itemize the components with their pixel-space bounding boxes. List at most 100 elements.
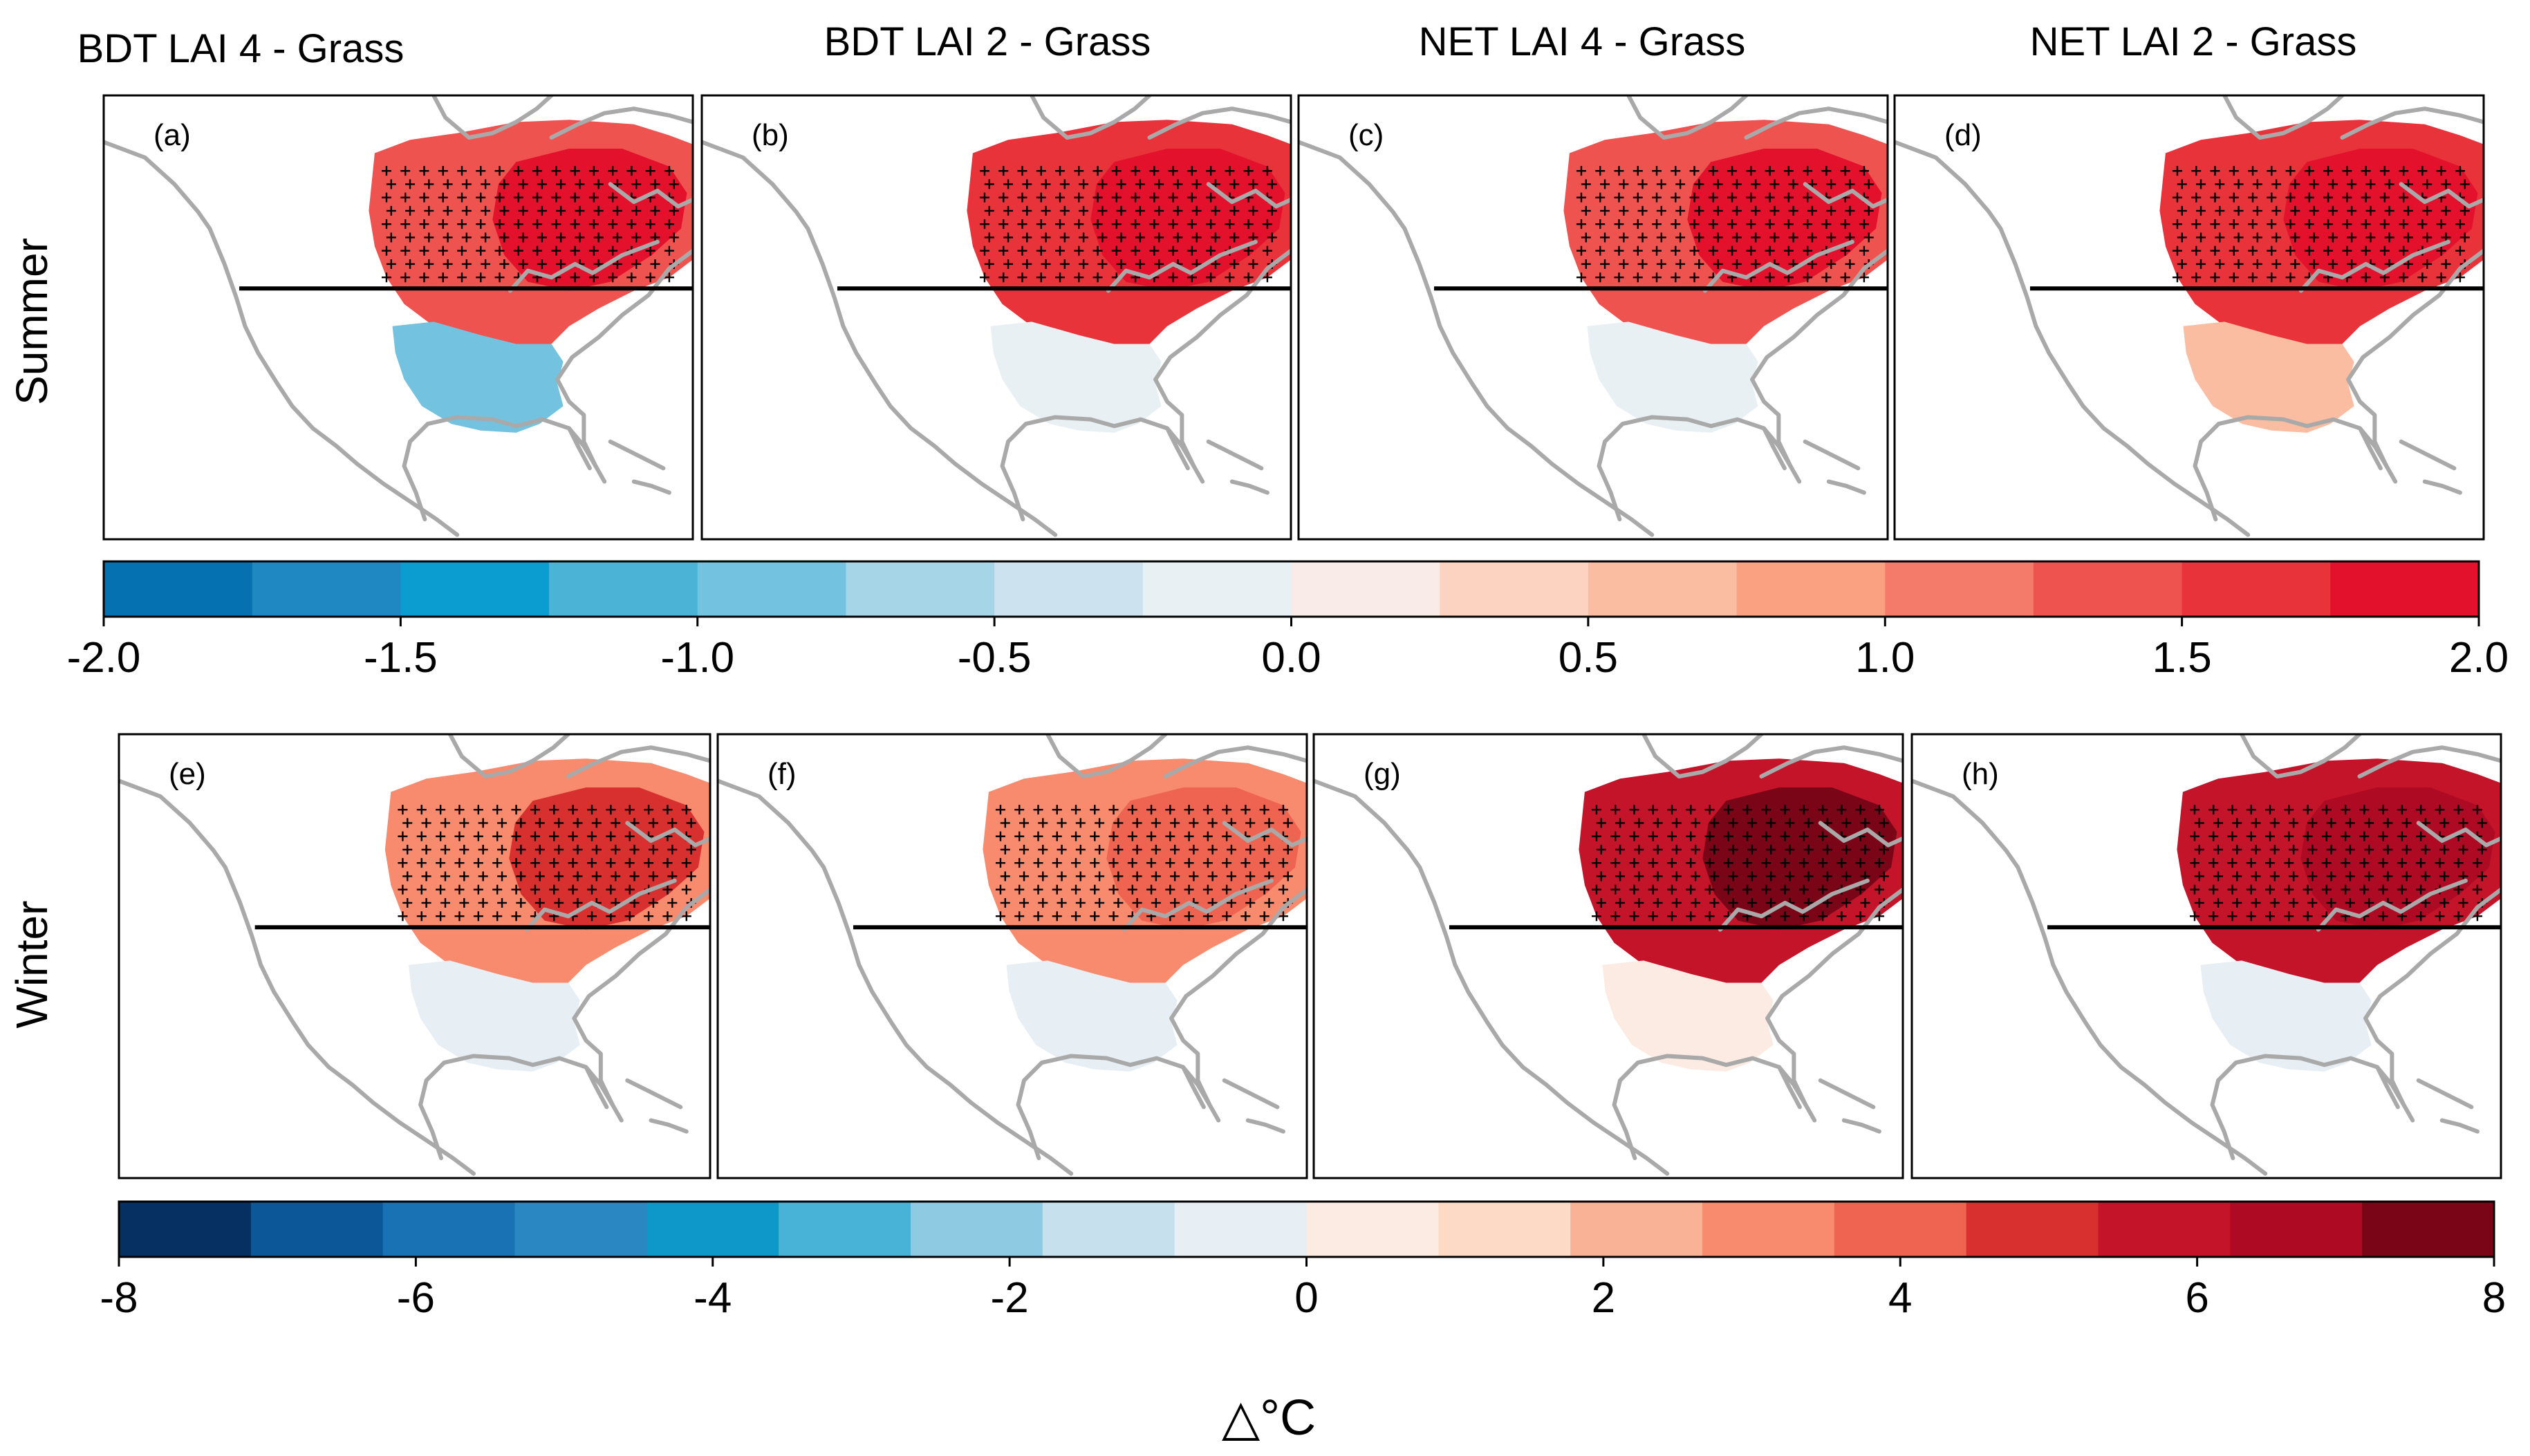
panel-tag-g: (g): [1364, 757, 1401, 791]
coastline: [1299, 95, 1888, 535]
colorbar-tick-label: -1.5: [364, 634, 438, 682]
unit-label: △°C: [1222, 1390, 1316, 1446]
colorbar-swatch: [1438, 1202, 1571, 1257]
coastline: [718, 734, 1307, 1174]
panel-frame: [1312, 733, 1904, 1179]
colorbar-tick-label: 0.5: [1559, 634, 1618, 682]
map-field-d: [1895, 95, 2484, 535]
panel-frame: [1893, 94, 2485, 541]
colorbar-swatch: [1966, 1202, 2099, 1257]
colorbar-tick-label: -1.0: [660, 634, 734, 682]
colorbar-swatch: [119, 1202, 252, 1257]
significance-stipple: [2189, 805, 2487, 922]
colorbar-tick-label: -4: [694, 1274, 732, 1322]
coastline: [702, 95, 1291, 535]
colorbar-swatch: [1440, 561, 1589, 617]
colorbar-swatch: [647, 1202, 779, 1257]
colorbar-swatch: [1834, 1202, 1967, 1257]
map-field-b: [702, 95, 1291, 535]
panel-title-c: NET LAI 4 - Grass: [1419, 19, 1746, 64]
panel-frame: [1910, 733, 2502, 1179]
colorbar-swatch: [1174, 1202, 1308, 1257]
colorbar-tick-label: 1.5: [2152, 634, 2212, 682]
anomaly-region-southeast: [990, 321, 1162, 433]
anomaly-region-southeast: [409, 960, 580, 1072]
coastline: [1314, 734, 1903, 1174]
map-panels: (a) (b) (c) (d) (e) (f) (g) (h): [102, 94, 2502, 1179]
map-panel-h: (h): [1910, 733, 2502, 1179]
panel-frame: [118, 733, 711, 1179]
map-panel-e: (e): [118, 733, 711, 1179]
colorbar-tick-label: 8: [2482, 1274, 2506, 1322]
colorbar-tick-label: 6: [2185, 1274, 2208, 1322]
significance-stipple: [1576, 166, 1874, 283]
colorbar-tick-label: -6: [397, 1274, 435, 1322]
colorbar-tick-label: 1.0: [1855, 634, 1915, 682]
colorbar-swatch: [2182, 561, 2331, 617]
significance-stipple: [398, 805, 696, 922]
colorbar-swatch: [779, 1202, 911, 1257]
anomaly-region-southeast: [2200, 960, 2372, 1072]
anomaly-region-southeast: [1602, 960, 1774, 1072]
colorbar-swatch: [1042, 1202, 1175, 1257]
map-panel-b: (b): [700, 94, 1292, 541]
map-field-a: [104, 95, 693, 535]
colorbar-swatch: [1291, 561, 1440, 617]
anomaly-region-southeast: [392, 321, 564, 433]
anomaly-region-southeast: [1006, 960, 1178, 1072]
significance-stipple: [1591, 805, 1889, 922]
map-field-e: [119, 734, 710, 1174]
panel-tag-e: (e): [169, 757, 206, 791]
colorbar-tick-label: -2: [991, 1274, 1029, 1322]
panel-tag-a: (a): [154, 118, 191, 152]
coastline: [104, 95, 693, 535]
panel-tag-d: (d): [1944, 118, 1982, 152]
colorbar-swatch: [250, 1202, 384, 1257]
colorbar-tick-label: -2.0: [67, 634, 141, 682]
panel-title-d: NET LAI 2 - Grass: [2030, 19, 2357, 64]
map-field-f: [718, 734, 1307, 1174]
map-panel-g: (g): [1312, 733, 1904, 1179]
anomaly-region-southeast: [2183, 321, 2354, 433]
coastline: [1895, 95, 2484, 535]
colorbar-swatch: [846, 561, 995, 617]
colorbar-tick-label: -8: [100, 1274, 138, 1322]
map-panel-c: (c): [1297, 94, 1889, 541]
row-label-winter: Winter: [7, 901, 57, 1029]
panel-frame: [1297, 94, 1889, 541]
colorbar-swatch: [252, 561, 401, 617]
colorbar-swatch: [1570, 1202, 1703, 1257]
colorbar-swatch: [1736, 561, 1886, 617]
colorbar-swatch: [2230, 1202, 2363, 1257]
colorbar-tick-label: 2: [1592, 1274, 1615, 1322]
map-panel-a: (a): [102, 94, 694, 541]
significance-stipple: [2172, 166, 2470, 283]
map-panel-d: (d): [1893, 94, 2485, 541]
map-panel-f: (f): [716, 733, 1308, 1179]
panel-tag-b: (b): [752, 118, 789, 152]
colorbar-swatch: [2362, 1202, 2495, 1257]
colorbar-swatch: [2098, 1202, 2231, 1257]
map-field-c: [1299, 95, 1888, 535]
panel-frame: [102, 94, 694, 541]
colorbar-tick-label: 2.0: [2449, 634, 2509, 682]
colorbar-swatch: [1885, 561, 2034, 617]
map-field-g: [1314, 734, 1903, 1174]
colorbar-swatch: [1588, 561, 1738, 617]
colorbar-swatch: [104, 561, 253, 617]
significance-stipple: [995, 805, 1293, 922]
colorbar-tick-label: -0.5: [958, 634, 1032, 682]
colorbar-summer: -2.0 -1.5 -1.0 -0.5 0.0 0.5 1.0 1.5 2.0: [67, 560, 2509, 682]
significance-stipple: [979, 166, 1277, 283]
colorbar-swatch: [549, 561, 698, 617]
colorbar-swatch: [2033, 561, 2183, 617]
panel-tag-c: (c): [1348, 118, 1384, 152]
panel-tag-h: (h): [1962, 757, 1999, 791]
colorbar-swatch: [1702, 1202, 1835, 1257]
panel-frame: [716, 733, 1308, 1179]
coastline: [119, 734, 710, 1174]
colorbar-swatch: [2330, 561, 2480, 617]
colorbar-swatch: [1142, 561, 1292, 617]
colorbar-tick-label: 0: [1294, 1274, 1318, 1322]
